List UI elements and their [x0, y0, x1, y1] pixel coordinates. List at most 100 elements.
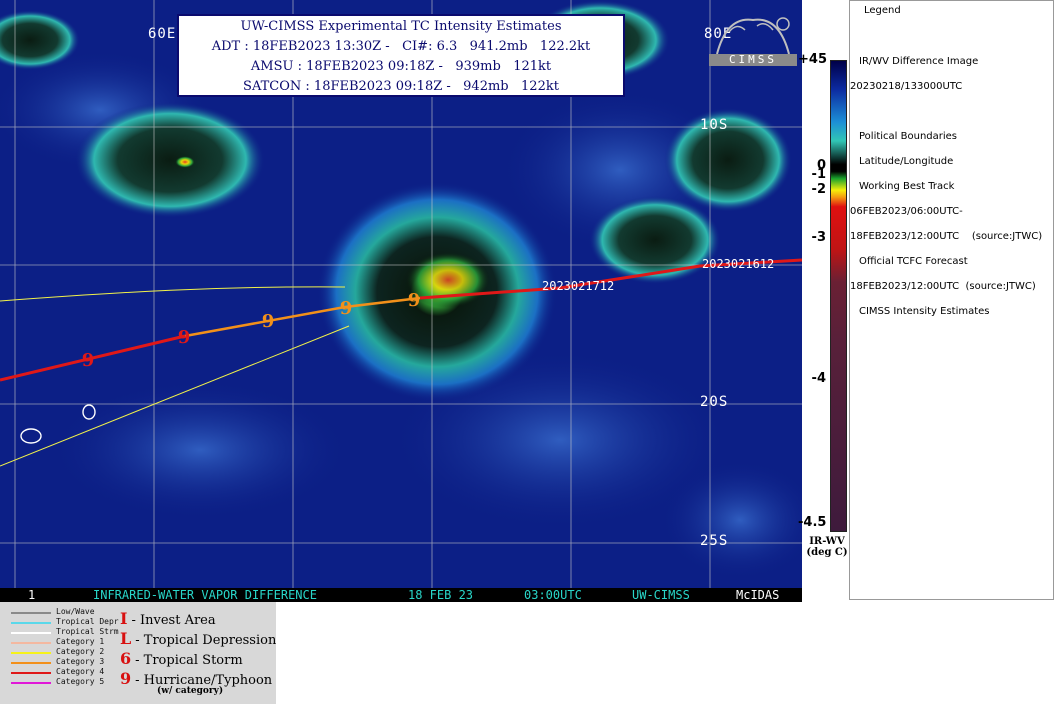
colorbar-unit-line1: IR-WV: [809, 536, 845, 547]
lon-label-80e: 80E: [704, 26, 733, 42]
lat-label-20s: 20S: [700, 394, 729, 410]
category-note: (w/ category): [157, 686, 224, 696]
legend-line-row: Category 2: [8, 647, 128, 657]
map-imagery: 9 9 9 9 9: [0, 0, 802, 588]
legend-line-label: Category 3: [56, 657, 105, 666]
legend-panel: Legend IR/WV Difference Image 20230218/1…: [849, 0, 1054, 600]
invest-symbol: I: [120, 609, 128, 628]
forecast-cone-south: [0, 325, 350, 467]
legend-tropical-storm: 6- Tropical Storm: [120, 649, 243, 668]
hurricane-symbol: 9: [82, 350, 95, 371]
legend-line-label: Category 2: [56, 647, 105, 656]
legend-line-swatch: [11, 632, 51, 634]
frame-number: 1: [28, 588, 36, 602]
cloud-haze: [660, 460, 802, 580]
amsu-estimate: AMSU : 18FEB2023 09:18Z - 939mb 121kt: [250, 59, 552, 74]
legend-invest: I- Invest Area: [120, 609, 216, 628]
legend-line-label: Category 5: [56, 677, 105, 686]
best-track-cat3: [184, 296, 421, 338]
legend-line-row: Category 5: [8, 677, 128, 687]
legend-title: Legend: [864, 5, 901, 16]
legend-hurricane: 9- Hurricane/Typhoon: [120, 669, 272, 688]
legend-line-swatch: [11, 612, 51, 614]
legend-item: IR/WV Difference Image: [859, 56, 979, 67]
legend-item: 18FEB2023/12:00UTC (source:JTWC): [850, 281, 1036, 292]
convective-cell: [175, 156, 195, 168]
colorbar-tick: +45: [798, 52, 827, 67]
tropical-storm-label: - Tropical Storm: [135, 653, 243, 668]
island-outline: [20, 428, 42, 444]
legend-item: 20230218/133000UTC: [850, 81, 963, 92]
track-symbols: 9 9 9 9 9: [82, 290, 421, 371]
software-name: McIDAS: [736, 588, 780, 602]
legend-line-swatch: [11, 682, 51, 684]
logo-text: CIMSS: [728, 53, 778, 66]
legend-line-label: Low/Wave: [56, 607, 95, 616]
lat-label-10s: 10S: [700, 117, 729, 133]
colorbar-tick: -4: [811, 371, 826, 386]
image-time: 03:00UTC: [524, 588, 582, 602]
legend-line-swatch: [11, 662, 51, 664]
hurricane-legend-symbol: 9: [120, 669, 132, 688]
legend-line-row: Category 3: [8, 657, 128, 667]
legend-line-label: Category 1: [56, 637, 105, 646]
cloud-haze: [50, 380, 350, 520]
legend-item: 18FEB2023/12:00UTC (source:JTWC): [850, 231, 1043, 242]
tropical-storm-symbol: 6: [120, 649, 132, 668]
colorbar: [830, 60, 847, 532]
satcon-estimate: SATCON : 18FEB2023 09:18Z - 942mb 122kt: [243, 79, 559, 94]
adt-estimate: ADT : 18FEB2023 13:30Z - CI#: 6.3 941.2m…: [211, 39, 591, 54]
legend-depression: L- Tropical Depression: [120, 629, 276, 648]
colorbar-unit: IR-WV (deg C): [806, 536, 848, 558]
hurricane-symbol: 9: [262, 311, 275, 332]
legend-line-row: Tropical Strm: [8, 627, 128, 637]
cimss-logo: CIMSS: [707, 10, 799, 68]
cloud-cluster: [589, 196, 721, 284]
lon-label-60e: 60E: [148, 26, 177, 42]
hurricane-label: - Hurricane/Typhoon: [135, 673, 273, 688]
legend-item: CIMSS Intensity Estimates: [859, 306, 990, 317]
track-time-label: 2023021712: [542, 279, 615, 293]
legend-line-swatch: [11, 642, 51, 644]
legend-item: Latitude/Longitude: [859, 156, 954, 167]
cimss-logo-graphic: [709, 17, 797, 66]
intensity-title: UW-CIMSS Experimental TC Intensity Estim…: [240, 19, 562, 34]
legend-line-label: Tropical Strm: [56, 627, 119, 636]
image-source: UW-CIMSS: [632, 588, 690, 602]
legend-line-row: Tropical Depr: [8, 617, 128, 627]
island-outline: [82, 404, 96, 420]
cloud-cluster: [75, 102, 265, 218]
image-date: 18 FEB 23: [408, 588, 474, 602]
depression-label: - Tropical Depression: [135, 633, 277, 648]
colorbar-tick: 0: [816, 158, 826, 173]
best-track-cat4: [419, 258, 802, 300]
lat-lon-grid: [0, 0, 802, 588]
legend-line-swatch: [11, 622, 51, 624]
satellite-map: 9 9 9 9 9 60E 80E 10S 20S 25S 2023021712…: [0, 0, 802, 602]
legend-item: Official TCFC Forecast: [859, 256, 968, 267]
cloud-cluster: [664, 108, 792, 212]
storm-legend: Low/Wave Tropical Depr Tropical Strm Catego…: [0, 602, 276, 704]
legend-line-swatch: [11, 652, 51, 654]
colorbar-unit-line2: (deg C): [806, 547, 848, 558]
legend-line-swatch: [11, 672, 51, 674]
image-caption-bar: 1 INFRARED-WATER VAPOR DIFFERENCE 18 FEB…: [0, 588, 802, 602]
depression-symbol: L: [120, 629, 132, 648]
colorbar-tick: -3: [811, 230, 826, 245]
product-name: INFRARED-WATER VAPOR DIFFERENCE: [93, 588, 317, 602]
legend-item: Working Best Track: [859, 181, 955, 192]
hurricane-symbol: 9: [340, 298, 353, 319]
legend-item: 06FEB2023/06:00UTC-: [850, 206, 963, 217]
invest-label: - Invest Area: [131, 613, 216, 628]
colorbar-tick: -1: [811, 167, 826, 182]
legend-line-row: Category 1: [8, 637, 128, 647]
hurricane-symbol: 9: [408, 290, 421, 311]
intensity-estimates-box: UW-CIMSS Experimental TC Intensity Estim…: [177, 14, 625, 97]
legend-line-row: Low/Wave: [8, 607, 128, 617]
track-time-label: 2023021612: [702, 257, 775, 271]
hurricane-symbol: 9: [178, 327, 191, 348]
best-track-cat4: [0, 334, 186, 382]
lat-label-25s: 25S: [700, 533, 729, 549]
legend-line-row: Category 4: [8, 667, 128, 677]
legend-line-label: Tropical Depr: [56, 617, 119, 626]
